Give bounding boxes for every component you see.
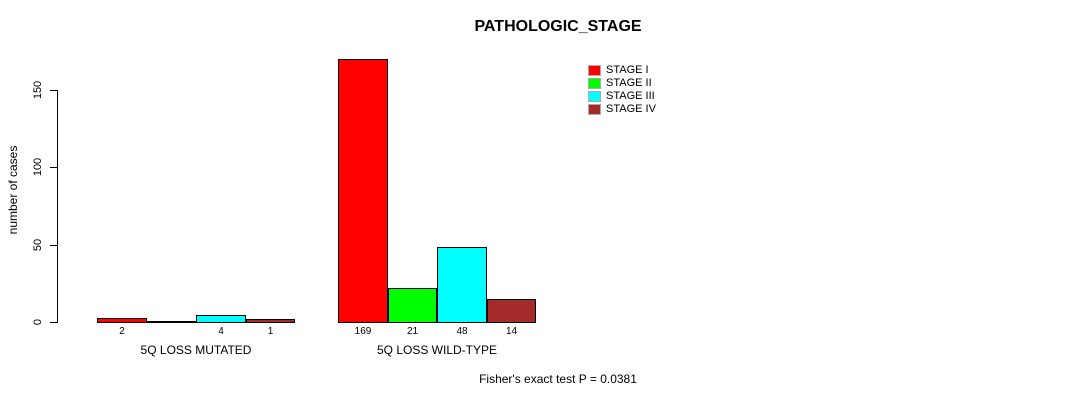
y-axis-tick [50,90,58,91]
legend-item-label: STAGE IV [606,103,656,115]
legend-item-label: STAGE I [606,64,649,76]
bar [388,288,437,323]
bar [246,319,295,323]
y-axis-tick-label: 150 [32,80,44,100]
bar-value-label: 14 [505,326,518,337]
y-axis-line [57,90,58,323]
chart-title: PATHOLOGIC_STAGE [474,18,642,35]
y-axis-label: number of cases [6,145,20,235]
bar-value-label: 48 [456,326,468,337]
x-group-label-wildtype: 5Q LOSS WILD-TYPE [376,343,498,357]
legend-item: STAGE II [588,78,656,89]
legend-item: STAGE III [588,91,656,102]
bar-value-label: 169 [354,326,372,337]
bar [97,318,147,323]
bar [147,321,196,323]
legend-item-label: STAGE II [606,77,652,89]
legend-swatch [588,78,601,89]
bar [437,247,487,323]
y-axis-tick [50,245,58,246]
legend-item-label: STAGE III [606,90,655,102]
bar-value-label: 4 [218,326,224,337]
y-axis-tick [50,167,58,168]
bar [338,59,388,323]
y-axis-tick [50,322,58,323]
bar-value-label: 1 [267,326,274,337]
bar [487,299,536,323]
bar-value-label: 21 [406,326,419,337]
legend-swatch [588,65,601,76]
legend-swatch [588,91,601,102]
legend-item: STAGE IV [588,104,656,115]
legend-item: STAGE I [588,65,656,76]
legend: STAGE I STAGE II STAGE III STAGE IV [588,65,656,115]
y-axis-tick-label: 0 [32,318,44,326]
y-axis-tick-label: 100 [32,157,44,177]
bar-value-label: 2 [119,326,125,337]
x-group-label-mutated: 5Q LOSS MUTATED [140,343,252,357]
bar [196,315,246,323]
legend-swatch [588,104,601,115]
y-axis-tick-label: 50 [32,238,44,252]
footnote-pvalue: Fisher's exact test P = 0.0381 [479,372,637,386]
